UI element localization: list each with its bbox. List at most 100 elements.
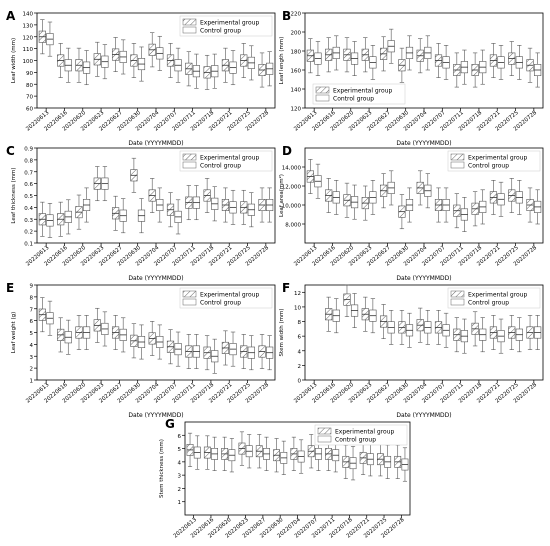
box-experimental [240,43,248,78]
box-experimental [471,191,479,227]
box-control [247,335,255,371]
box-experimental [361,296,369,332]
y-tick-label: 0.3 [24,218,33,224]
panel-c: C 0.1 0.2 0.3 0.4 0.5 0.6 0.7 0.8 0.9 Leaf thickne… [6,144,276,282]
y-tick-label: 200 [291,31,302,37]
box-control [211,338,219,374]
box-control [174,199,182,235]
y-tick-label: 120 [23,35,34,41]
box-control [515,44,523,80]
box-control [245,434,253,469]
y-tick-label: 0.2 [24,230,33,236]
box-experimental [221,330,230,366]
legend-label: Experimental group [468,155,528,162]
y-tick-label: 130 [23,23,34,29]
box-experimental [75,47,83,83]
y-tick-label: 8,000 [285,223,301,229]
box-experimental [221,436,229,471]
box-control [156,35,164,71]
panel-letter: E [6,281,14,295]
legend-label: Experimental group [333,88,393,95]
legend-label: Experimental group [335,429,395,436]
box-control [387,170,395,206]
y-axis-label: Stem width (mm) [279,308,285,356]
box-control [314,41,322,76]
box-experimental [148,178,156,213]
box-control [424,309,432,345]
box-experimental [377,442,384,477]
box-experimental [434,43,443,78]
y-tick-label: 2 [298,364,302,370]
y-axis-label: Stem thickness (mm) [159,439,165,498]
box-experimental [416,38,424,74]
legend-label: Control group [200,28,241,35]
box-experimental [258,187,266,223]
box-control [424,35,432,71]
box-experimental [130,157,138,193]
box-experimental [38,201,46,237]
box-control [229,50,237,86]
x-axis-label: Date (YYYYMMDD) [128,140,183,147]
box-experimental [240,334,248,369]
legend-swatch-control [182,26,197,34]
box-experimental [489,180,498,215]
y-tick-label: 4 [298,349,302,355]
box-control [366,442,374,477]
box-experimental [38,297,46,333]
legend-label: Control group [200,300,241,307]
panel-letter: F [282,281,290,295]
box-control [424,173,432,209]
legend-label: Control group [335,437,376,444]
box-control [137,46,146,82]
box-control [46,300,54,336]
box-control [350,184,359,220]
box-control [314,163,322,199]
legend-frame [179,287,273,309]
box-control [280,440,288,475]
box-control [46,203,54,238]
y-tick-label: 8 [30,295,34,301]
box-experimental [453,317,461,353]
box-experimental [111,195,120,231]
legend-label: Control group [200,163,241,170]
box-control [332,35,340,71]
box-control [192,53,201,89]
legend-frame [447,150,541,172]
box-control [64,319,72,355]
y-tick-label: 70 [26,95,33,101]
box-experimental [290,436,298,471]
box-experimental [306,159,314,194]
box-control [266,51,274,87]
box-experimental [398,47,406,83]
y-tick-label: 8 [298,320,302,326]
box-control [297,439,305,474]
box-control [82,187,91,223]
box-control [266,187,274,223]
box-control [350,293,359,328]
box-experimental [471,311,479,347]
y-tick-label: 0.4 [24,206,33,212]
y-tick-label: 100 [23,59,34,65]
box-control [156,324,164,360]
box-experimental [57,201,65,237]
box-experimental [489,43,498,78]
legend-frame [447,287,541,309]
box-control [174,331,182,367]
box-control [263,436,270,471]
box-control [228,438,236,473]
box-control [442,187,450,223]
legend-swatch-experimental [317,427,332,435]
y-tick-label: 220 [291,12,302,18]
box-experimental [166,329,175,365]
y-tick-label: 1 [178,500,182,506]
box-experimental [398,309,406,345]
box-experimental [93,166,101,202]
y-tick-label: 110 [23,47,34,53]
box-experimental [57,317,65,353]
